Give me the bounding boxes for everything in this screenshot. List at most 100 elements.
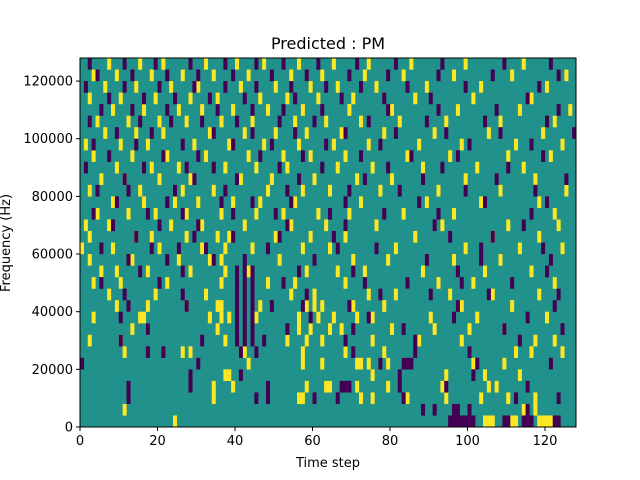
heatmap-cell-low	[529, 207, 534, 220]
heatmap-cell-low	[138, 115, 143, 128]
heatmap-cell-low	[366, 311, 371, 324]
heatmap-cell-high	[390, 173, 395, 185]
heatmap-cell-low	[424, 254, 429, 266]
heatmap-cell-high	[145, 265, 150, 278]
heatmap-cell-high	[316, 311, 321, 324]
heatmap-cell-low	[188, 58, 193, 70]
heatmap-cell-high	[207, 127, 212, 139]
heatmap-cell-low	[180, 207, 185, 220]
heatmap-cell-low	[254, 81, 259, 93]
heatmap-cell-low	[300, 300, 305, 312]
heatmap-cell-low	[122, 173, 127, 185]
heatmap-cell-high	[366, 288, 371, 301]
heatmap-cell-low	[556, 69, 561, 82]
heatmap-cell-high	[204, 58, 209, 70]
heatmap-cell-high	[297, 392, 302, 405]
heatmap-cell-low	[235, 115, 240, 128]
heatmap-cell-high	[459, 138, 464, 151]
heatmap-cell-low	[560, 323, 565, 335]
heatmap-cell-low	[219, 196, 224, 209]
heatmap-cell-low	[409, 357, 414, 370]
heatmap-cell-low	[188, 380, 193, 393]
heatmap-cell-low	[525, 92, 530, 105]
heatmap-cell-low	[548, 357, 553, 370]
heatmap-cell-high	[304, 380, 309, 393]
heatmap-cell-high	[196, 81, 201, 93]
heatmap-cell-high	[401, 207, 406, 220]
heatmap-cell-high	[424, 196, 429, 209]
heatmap-cell-low	[444, 380, 449, 393]
heatmap-cell-high	[545, 415, 550, 428]
heatmap-cell-high	[382, 346, 387, 358]
heatmap-cell-high	[417, 138, 422, 151]
heatmap-cell-high	[165, 150, 170, 162]
heatmap-cell-low	[200, 334, 205, 347]
heatmap-cell-low	[242, 254, 247, 266]
heatmap-cell-low	[211, 161, 216, 174]
heatmap-cell-high	[80, 242, 85, 255]
heatmap-cell-high	[176, 161, 181, 174]
heatmap-cell-low	[479, 242, 484, 255]
heatmap-cell-high	[328, 323, 333, 335]
heatmap-cell-low	[118, 311, 123, 324]
heatmap-cell-high	[87, 92, 92, 105]
heatmap-cells	[80, 58, 577, 428]
heatmap-cell-low	[91, 138, 96, 151]
heatmap-cell-high	[149, 69, 154, 82]
heatmap-cell-high	[320, 300, 325, 312]
heatmap-cell-high	[161, 58, 166, 70]
x-tick-label: 0	[76, 434, 84, 449]
heatmap-cell-high	[223, 369, 228, 382]
heatmap-cell-high	[91, 150, 96, 162]
heatmap-cell-low	[266, 242, 271, 255]
heatmap-cell-high	[130, 150, 135, 162]
heatmap-cell-high	[227, 311, 232, 324]
heatmap-cell-high	[145, 138, 150, 151]
x-tick-label: 20	[149, 434, 166, 449]
heatmap-cell-high	[521, 161, 526, 174]
heatmap-cell-high	[293, 196, 298, 209]
heatmap-cell-high	[312, 288, 317, 301]
heatmap-cell-high	[188, 173, 193, 185]
heatmap-cell-low	[351, 265, 356, 278]
heatmap-cell-high	[378, 184, 383, 197]
heatmap-cell-high	[366, 58, 371, 70]
heatmap-cell-low	[452, 415, 457, 428]
heatmap-cell-low	[502, 415, 507, 428]
heatmap-cell-low	[196, 219, 201, 232]
heatmap-cell-high	[490, 288, 495, 301]
heatmap-cell-low	[362, 277, 367, 289]
heatmap-cell-low	[87, 115, 92, 128]
heatmap-cell-low	[207, 92, 212, 105]
heatmap-cell-low	[525, 403, 530, 416]
heatmap-cell-high	[289, 288, 294, 301]
heatmap-cell-high	[506, 219, 511, 232]
heatmap-cell-high	[169, 81, 174, 93]
heatmap-cell-high	[107, 219, 112, 232]
heatmap-cell-low	[200, 115, 205, 128]
heatmap-cell-high	[328, 184, 333, 197]
y-tick-label: 40000	[32, 305, 73, 320]
heatmap-cell-high	[227, 138, 232, 151]
heatmap-cell-low	[149, 242, 154, 255]
heatmap-cell-high	[533, 173, 538, 185]
heatmap-cell-low	[494, 104, 499, 116]
heatmap-cell-low	[262, 334, 267, 347]
heatmap-cell-low	[514, 392, 519, 405]
heatmap-cell-high	[300, 346, 305, 358]
heatmap-cell-low	[107, 92, 112, 105]
heatmap-cell-high	[552, 115, 557, 128]
heatmap-cell-high	[370, 369, 375, 382]
heatmap-cell-low	[455, 150, 460, 162]
heatmap-cell-high	[413, 92, 418, 105]
heatmap-cell-high	[444, 369, 449, 382]
heatmap-cell-high	[370, 392, 375, 405]
heatmap-cell-low	[304, 69, 309, 82]
heatmap-cell-low	[475, 357, 480, 370]
heatmap-cell-high	[432, 127, 437, 139]
heatmap-cell-low	[231, 207, 236, 220]
heatmap-cell-low	[269, 300, 274, 312]
heatmap-cell-low	[335, 242, 340, 255]
heatmap-cell-high	[231, 380, 236, 393]
heatmap-cell-high	[258, 92, 263, 105]
